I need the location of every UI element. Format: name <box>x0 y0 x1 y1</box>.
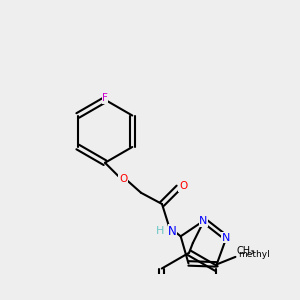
Text: N: N <box>221 233 230 243</box>
Text: O: O <box>119 174 127 184</box>
Text: F: F <box>102 93 108 103</box>
Text: O: O <box>179 181 187 191</box>
Text: N: N <box>199 216 208 226</box>
Text: H: H <box>156 226 165 236</box>
Text: N: N <box>168 224 177 238</box>
Text: CH₃: CH₃ <box>236 246 254 256</box>
Text: methyl: methyl <box>238 250 270 259</box>
